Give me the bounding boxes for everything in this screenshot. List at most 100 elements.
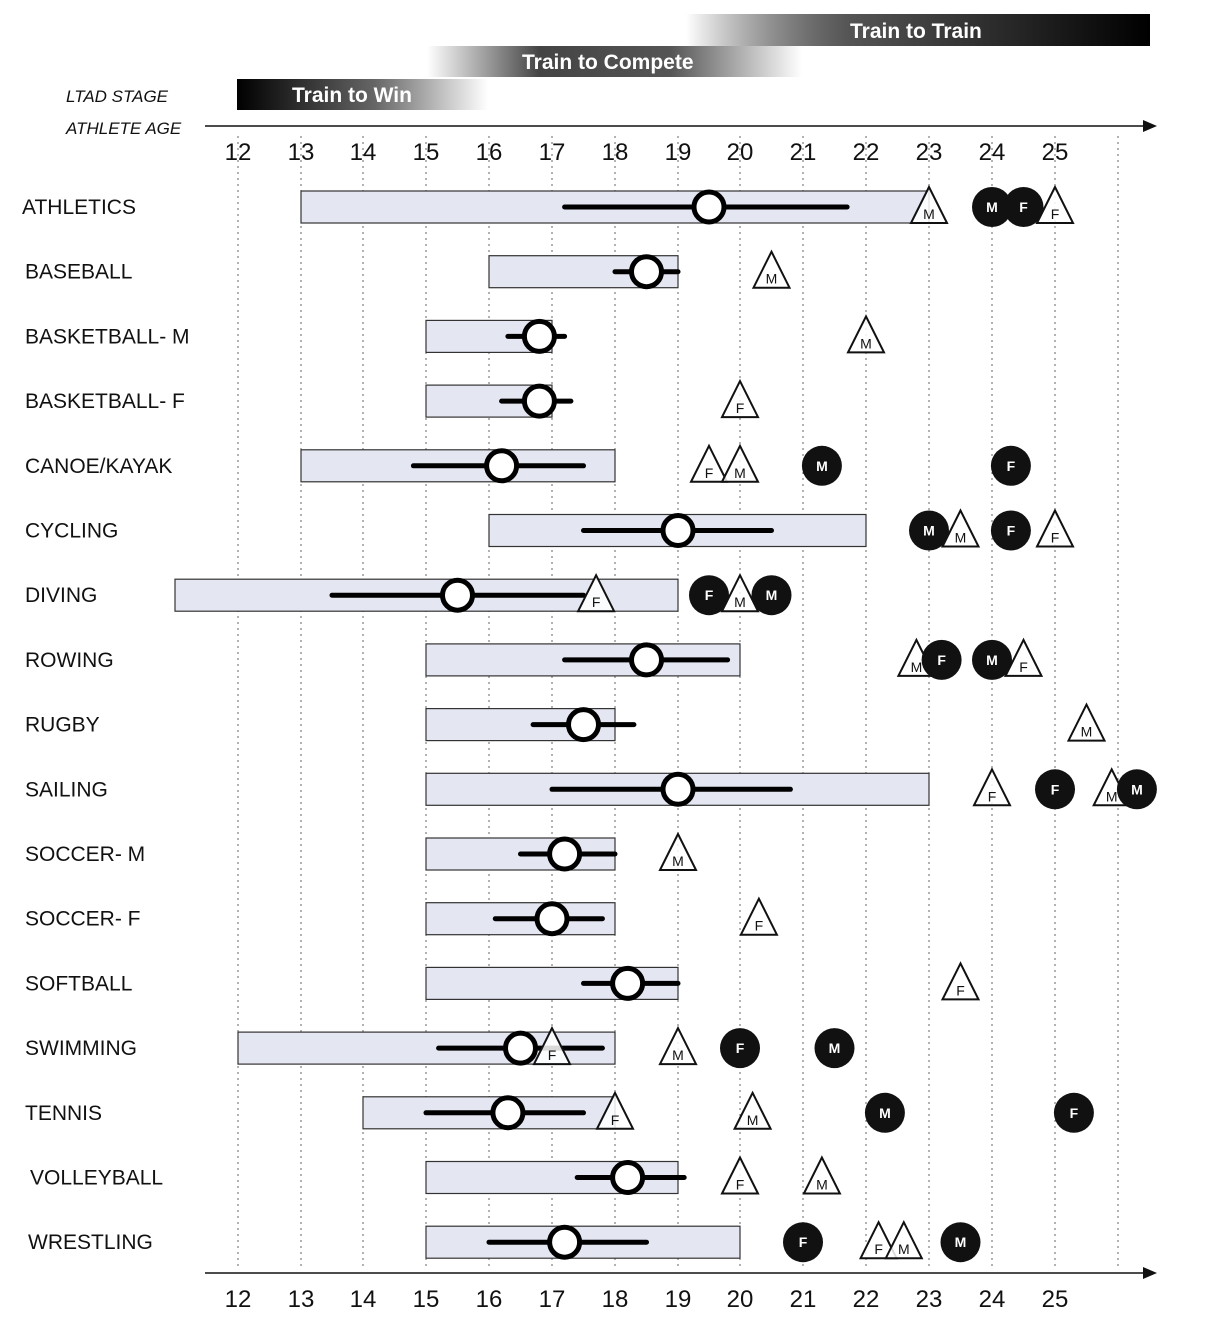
sport-row-athletics: ATHLETICS M M F F: [22, 184, 1075, 227]
circle-marker-label: F: [1019, 199, 1028, 215]
stage-bar-train-to-compete: [427, 46, 802, 77]
triangle-marker-label: F: [988, 788, 997, 804]
top-tick-label: 20: [727, 139, 754, 166]
triangle-marker-f: [720, 1155, 760, 1195]
triangle-marker-label: M: [816, 1177, 828, 1193]
sport-label: WRESTLING: [28, 1231, 153, 1254]
stage-label-train-to-train: Train to Train: [850, 20, 982, 43]
sport-row-soccer-f: SOCCER- F F: [25, 896, 779, 937]
circle-marker-label: M: [1131, 781, 1143, 797]
mean-age-marker: [629, 642, 664, 678]
bottom-tick-label: 24: [979, 1286, 1006, 1313]
triangle-marker-label: F: [1051, 206, 1060, 222]
triangle-marker-label: M: [734, 594, 746, 610]
sport-label: CYCLING: [25, 520, 118, 543]
mean-age-marker: [503, 1030, 538, 1066]
triangle-marker-m: [720, 572, 760, 613]
triangle-marker-label: M: [766, 271, 778, 287]
circle-marker-m: [864, 1092, 905, 1133]
bottom-tick-label: 17: [539, 1286, 566, 1313]
top-tick-label: 12: [225, 139, 252, 166]
triangle-marker-f: [532, 1025, 572, 1066]
top-tick-label: 23: [916, 139, 943, 166]
triangle-marker-m: [884, 1219, 924, 1260]
circle-marker-m: [801, 445, 842, 486]
circle-marker-label: F: [1007, 458, 1016, 474]
mean-age-marker: [660, 771, 696, 807]
top-tick-label: 16: [476, 139, 503, 166]
circle-marker-m: [909, 510, 949, 551]
top-tick-label: 24: [979, 139, 1006, 166]
sport-row-wrestling: WRESTLING F F M M: [28, 1219, 981, 1263]
sport-label: CANOE/KAYAK: [25, 455, 172, 478]
triangle-marker-m: [1066, 702, 1107, 742]
sport-label: ROWING: [25, 649, 114, 672]
circle-marker-m: [751, 575, 792, 616]
triangle-marker-m: [732, 1090, 773, 1130]
circle-marker-f: [921, 639, 962, 680]
triangle-marker-label: M: [923, 206, 935, 222]
ltad-stage-axis-label: LTAD STAGE: [66, 87, 169, 106]
triangle-marker-label: F: [755, 918, 764, 934]
stage-bar-train-to-win: [237, 79, 488, 110]
bottom-tick-label: 15: [413, 1286, 440, 1313]
triangle-marker-f: [940, 961, 981, 1001]
sport-label: SOFTBALL: [25, 972, 132, 995]
triangle-marker-label: M: [672, 1047, 684, 1063]
triangle-marker-label: M: [734, 465, 746, 481]
circle-marker-m: [1116, 769, 1157, 810]
stage-bar-train-to-train: [686, 14, 1150, 46]
sport-label: SOCCER- M: [25, 843, 145, 866]
sport-label: BASEBALL: [25, 261, 132, 284]
mean-age-marker: [534, 901, 570, 937]
circle-marker-label: M: [923, 523, 935, 539]
sport-row-softball: SOFTBALL F: [25, 961, 981, 1001]
sport-row-tennis: TENNIS F M M F: [25, 1090, 1094, 1133]
circle-marker-f: [990, 510, 1031, 551]
mean-age-marker: [610, 965, 646, 1001]
circle-marker-f: [1035, 769, 1075, 810]
age-gridlines: [237, 136, 1119, 1268]
stage-label-train-to-compete: Train to Compete: [522, 51, 694, 74]
sport-row-soccer-m: SOCCER- M M: [25, 831, 698, 872]
bottom-tick-label: 13: [288, 1286, 315, 1313]
sport-label: VOLLEYBALL: [30, 1167, 163, 1190]
triangle-marker-label: F: [874, 1241, 883, 1257]
mean-age-marker: [691, 189, 727, 225]
triangle-marker-m: [751, 249, 792, 289]
bottom-tick-label: 16: [476, 1286, 503, 1313]
sport-label: BASKETBALL- F: [25, 390, 185, 413]
triangle-marker-label: M: [911, 659, 923, 675]
circle-marker-m: [972, 639, 1012, 680]
sport-row-baseball: BASEBALL M: [25, 249, 792, 290]
athlete-age-axis-label: ATHLETE AGE: [65, 119, 182, 138]
triangle-marker-label: M: [860, 335, 872, 351]
circle-marker-label: M: [829, 1040, 841, 1056]
triangle-marker-f: [576, 572, 616, 613]
age-axes: [205, 120, 1157, 1279]
sport-row-swimming: SWIMMING F M F M: [25, 1025, 855, 1069]
triangle-marker-label: F: [736, 1177, 745, 1193]
mean-age-marker: [629, 254, 664, 290]
mean-age-marker: [484, 448, 520, 484]
circle-marker-label: M: [955, 1234, 967, 1250]
circle-marker-f: [1003, 187, 1044, 227]
bottom-tick-label: 12: [225, 1286, 252, 1313]
triangle-marker-label: F: [1019, 659, 1028, 675]
mean-age-marker: [440, 577, 475, 613]
triangle-marker-f: [720, 378, 760, 419]
triangle-marker-label: F: [611, 1112, 620, 1128]
triangle-marker-label: M: [1106, 788, 1118, 804]
mean-age-marker: [547, 836, 583, 872]
top-tick-label: 21: [790, 139, 817, 166]
circle-marker-f: [720, 1028, 760, 1069]
circle-marker-m: [814, 1028, 855, 1069]
triangle-marker-label: F: [956, 982, 965, 998]
circle-marker-label: F: [1051, 781, 1060, 797]
triangle-marker-label: F: [548, 1047, 557, 1063]
circle-marker-label: F: [705, 587, 714, 603]
sport-label: SAILING: [25, 778, 108, 801]
triangle-marker-f: [1035, 184, 1075, 224]
age-tick-labels: 12 12 13 13 14 14 15 15 16 16 17 17 18 18 19 19 20 20 21 21…: [225, 139, 1069, 1313]
